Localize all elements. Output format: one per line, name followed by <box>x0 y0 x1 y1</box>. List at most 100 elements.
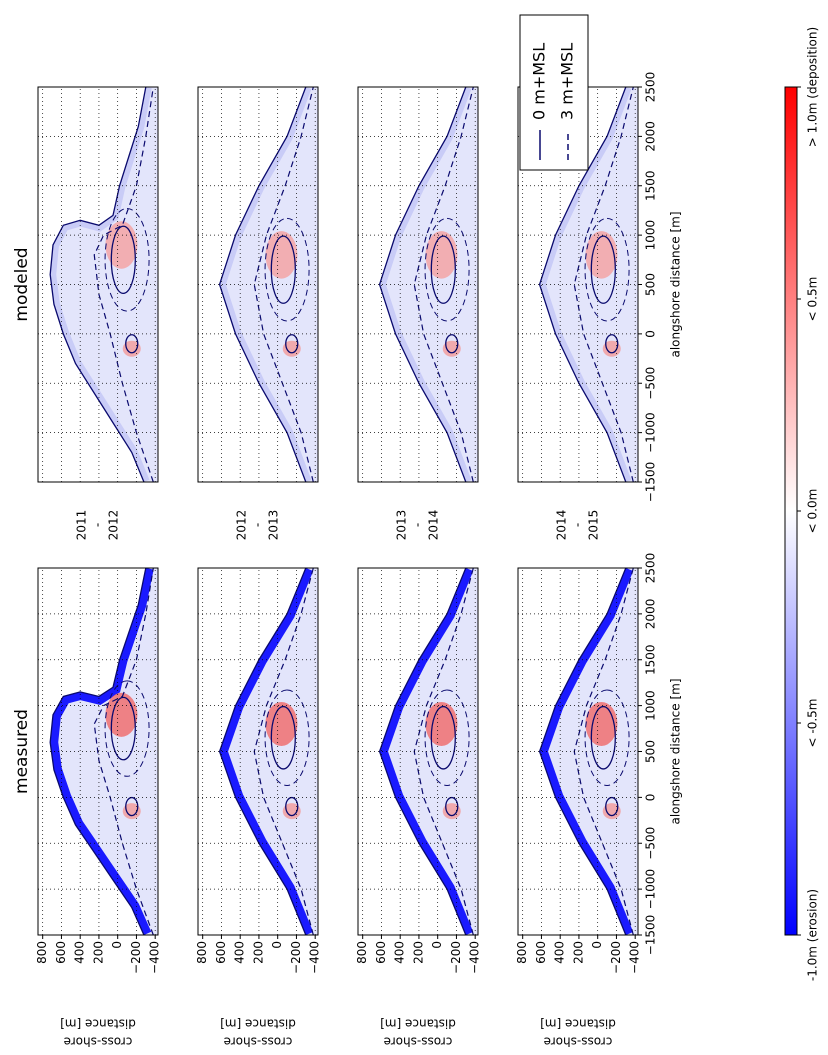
panel <box>38 87 158 482</box>
contour-0m <box>590 705 616 770</box>
x-axis-label: alongshore distance [m] <box>669 211 683 357</box>
contour-0m <box>605 796 619 817</box>
contour-3m <box>93 87 154 482</box>
contour-3m <box>413 87 474 482</box>
contour-3m <box>264 689 310 786</box>
beach-field <box>219 568 318 935</box>
y-axis-label: cross-shore <box>384 1035 453 1049</box>
x-tick-label: 2000 <box>644 599 658 630</box>
period-label: 2015 <box>587 510 601 541</box>
period-label: 2013 <box>395 510 409 541</box>
legend-box <box>519 14 589 171</box>
period-label: 2012 <box>235 510 249 541</box>
deposition-patch <box>105 692 138 737</box>
contour-0m <box>110 225 136 295</box>
x-tick-label: 500 <box>644 273 658 296</box>
period-label: 2012 <box>107 510 121 541</box>
deposition-patch <box>442 340 461 357</box>
contour-0m <box>445 796 459 817</box>
panel <box>198 87 318 482</box>
x-tick-label: 500 <box>644 740 658 763</box>
contour-0m <box>590 235 616 304</box>
contour-3m <box>573 87 634 482</box>
contour-0m <box>538 87 627 482</box>
period-label: - <box>411 523 425 527</box>
contour-3m <box>264 217 310 322</box>
deposition-patch <box>122 803 141 820</box>
beach-field <box>379 568 478 935</box>
x-tick-label: −1000 <box>644 412 658 453</box>
colorbar-tick-label: > 1.0m (deposition) <box>806 27 820 147</box>
y-tick-label: 800 <box>515 941 529 964</box>
contour-3m <box>584 689 630 786</box>
y-tick-label: 400 <box>553 941 567 964</box>
deposition-patch <box>265 701 298 746</box>
x-tick-label: −500 <box>644 367 658 400</box>
y-tick-label: 0 <box>430 941 444 949</box>
y-tick-label: −200 <box>609 941 623 974</box>
period-label: - <box>251 523 265 527</box>
panel <box>358 87 478 482</box>
beach-field <box>50 568 158 935</box>
contour-0m <box>605 334 619 354</box>
beach-field <box>50 87 158 482</box>
x-tick-label: 1000 <box>644 220 658 251</box>
beach-field <box>219 87 318 482</box>
deposition-patch <box>105 221 138 269</box>
y-tick-label: 600 <box>534 941 548 964</box>
column-title: measured <box>12 709 32 794</box>
x-tick-label: −1500 <box>644 462 658 503</box>
y-tick-label: 0 <box>270 941 284 949</box>
panel-frame <box>197 567 319 936</box>
contour-0m <box>285 796 299 817</box>
y-tick-label: 400 <box>73 941 87 964</box>
x-tick-label: 2500 <box>644 72 658 103</box>
panel-frame <box>357 567 479 936</box>
period-label: - <box>91 523 105 527</box>
y-tick-label: −400 <box>628 941 642 974</box>
y-axis-label: cross-shore <box>64 1035 133 1049</box>
deposition-patch <box>602 803 621 820</box>
contour-0m <box>378 568 467 935</box>
contour-0m <box>218 87 307 482</box>
period-label: 2014 <box>555 510 569 541</box>
column-title: modeled <box>12 247 32 321</box>
legend-label: 0 m+MSL <box>530 43 549 120</box>
y-tick-label: 800 <box>195 941 209 964</box>
deposition-patch <box>425 701 458 746</box>
y-axis-label: distance [m] <box>220 1017 296 1031</box>
x-tick-label: −500 <box>644 827 658 860</box>
period-label: 2013 <box>267 510 281 541</box>
colorbar-tick-label: < 0.5m <box>806 277 820 322</box>
x-axis-label: alongshore distance [m] <box>669 678 683 824</box>
contour-0m <box>285 334 299 354</box>
colorbar-tick-label: < 0.0m <box>806 489 820 534</box>
panel <box>518 568 638 935</box>
x-tick-label: 1000 <box>644 690 658 721</box>
panel <box>198 568 318 935</box>
y-tick-label: 600 <box>214 941 228 964</box>
contour-3m <box>104 207 150 312</box>
legend-label: 3 m+MSL <box>558 43 577 120</box>
colorbar <box>784 86 798 936</box>
y-tick-label: −200 <box>449 941 463 974</box>
y-tick-label: 200 <box>571 941 585 964</box>
period-label: - <box>571 523 585 527</box>
panel-frame <box>37 86 159 483</box>
deposition-patch <box>122 340 141 357</box>
x-tick-label: −1500 <box>644 915 658 956</box>
y-tick-label: 200 <box>251 941 265 964</box>
y-tick-label: 600 <box>374 941 388 964</box>
contour-3m <box>253 87 314 482</box>
x-tick-label: 0 <box>644 330 658 338</box>
y-tick-label: 800 <box>355 941 369 964</box>
panel-frame <box>357 86 479 483</box>
y-axis-label: distance [m] <box>540 1017 616 1031</box>
y-axis-label: cross-shore <box>544 1035 613 1049</box>
x-tick-label: 2500 <box>644 553 658 584</box>
contour-0m <box>110 696 136 761</box>
y-tick-label: −400 <box>468 941 482 974</box>
deposition-patch <box>282 803 301 820</box>
